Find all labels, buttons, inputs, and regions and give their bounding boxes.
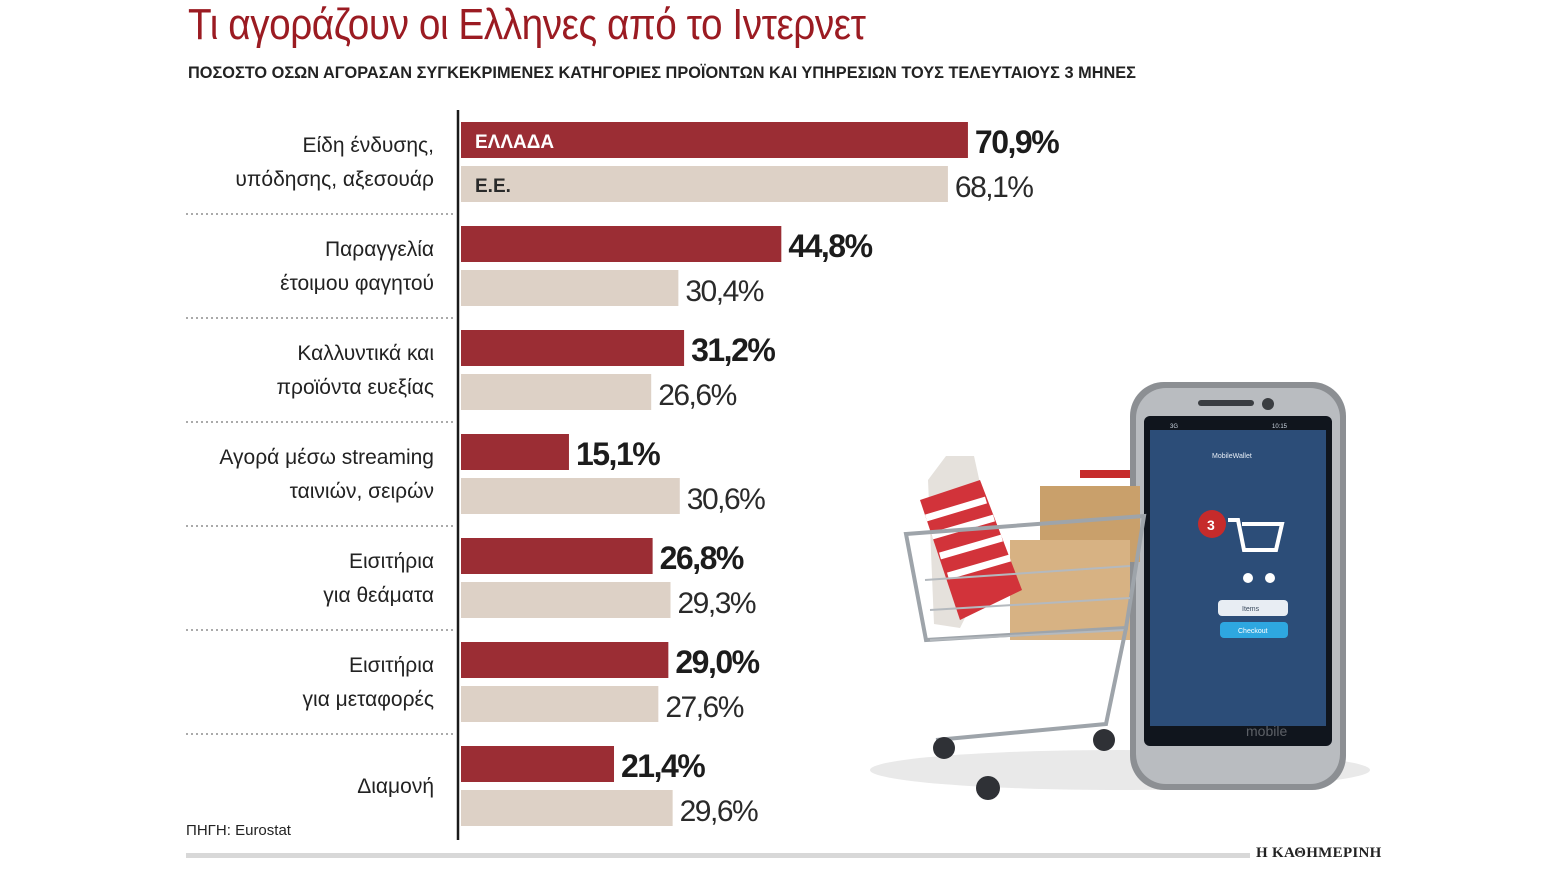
value-label-eu: 29,3% [677,587,755,620]
value-label-greece: 31,2% [691,332,775,368]
chart-subtitle: ΠΟΣΟΣΤΟ ΟΣΩΝ ΑΓΟΡΑΣΑΝ ΣΥΓΚΕΚΡΙΜΕΝΕΣ ΚΑΤΗ… [188,63,1136,82]
phone-time-text: 10:15 [1272,424,1288,430]
category-label: για μεταφορές [303,688,434,711]
category-label: Καλλυντικά και [297,342,434,365]
smartphone-icon [1130,382,1346,790]
value-label-eu: 30,4% [685,275,763,308]
publisher-brand: Η ΚΑΘΗΜΕΡΙΝΗ [1256,845,1382,861]
bar-eu [461,686,659,722]
category-label: Εισιτήρια [349,654,434,677]
bar-greece [461,434,569,470]
chart-title: Τι αγοράζουν οι Ελληνες από το Ιντερνετ [188,0,866,49]
category-label: προϊόντα ευεξίας [277,376,434,399]
bar-eu [461,582,671,618]
phone-checkout-label: Checkout [1238,628,1268,635]
value-label-eu: 68,1% [955,171,1033,204]
value-label-eu: 27,6% [665,691,743,724]
bar-greece [461,538,653,574]
phone-badge-text: 3 [1207,517,1215,533]
value-label-eu: 26,6% [658,379,736,412]
bar-eu [461,790,673,826]
legend-greece: ΕΛΛΑΔΑ [475,132,554,153]
phone-brand-text: mobile [1246,723,1287,739]
bar-greece [461,330,685,366]
value-label-greece: 70,9% [975,124,1059,160]
value-label-eu: 30,6% [687,483,765,516]
bar-greece [461,122,968,158]
shopping-cart-icon [903,456,1147,800]
source-note: ΠΗΓΗ: Eurostat [186,822,291,839]
category-label: ταινιών, σειρών [290,480,434,503]
footer-rule [186,853,1250,858]
bar-greece [461,226,782,262]
category-label: Εισιτήρια [349,550,434,573]
value-label-eu: 29,6% [680,795,758,828]
value-label-greece: 21,4% [621,748,705,784]
value-label-greece: 44,8% [788,228,872,264]
bar-greece [461,746,615,782]
category-label: Είδη ένδυσης, [302,134,434,157]
value-label-greece: 29,0% [675,644,759,680]
category-label: υπόδησης, αξεσουάρ [235,168,434,191]
legend-eu: Ε.Ε. [475,176,511,197]
category-label: Αγορά μέσω streaming [219,446,434,469]
category-label: για θεάματα [323,584,434,607]
category-label: έτοιμου φαγητού [280,272,434,295]
bar-eu [461,478,680,514]
phone-app-title: MobileWallet [1212,453,1252,460]
bar-eu [461,166,948,202]
bar-eu [461,270,679,306]
value-label-greece: 15,1% [576,436,660,472]
value-label-greece: 26,8% [660,540,744,576]
phone-signal-text: 3G [1170,424,1178,430]
bar-greece [461,642,669,678]
category-label: Παραγγελία [325,238,434,261]
bar-eu [461,374,652,410]
category-label: Διαμονή [357,775,434,798]
phone-items-label: Items [1242,606,1260,613]
shopping-cart-phone-illustration: 3G 10:15 MobileWallet 3 Items Checkout m… [870,382,1370,800]
